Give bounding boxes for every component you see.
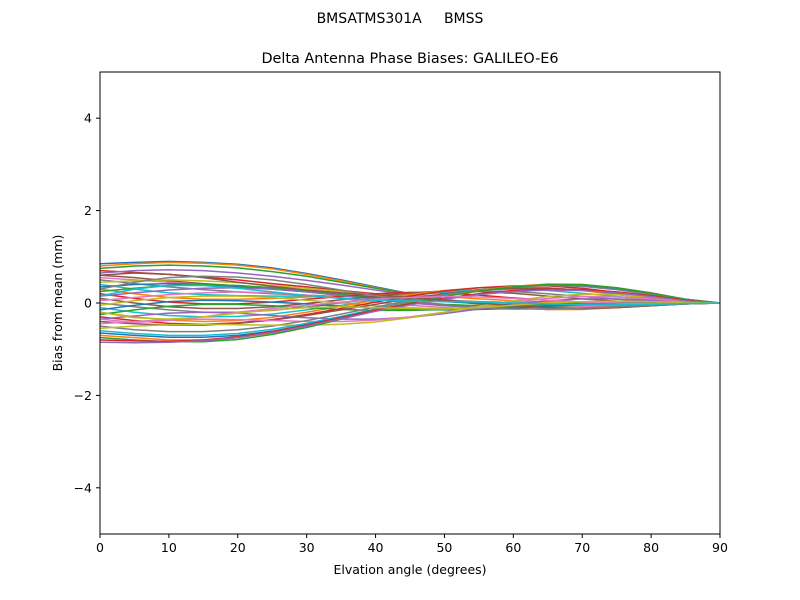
- y-tick-label: 4: [84, 111, 92, 126]
- x-tick-label: 20: [230, 540, 246, 555]
- series-line: [100, 288, 720, 343]
- x-tick-label: 30: [299, 540, 315, 555]
- y-tick-label: −4: [74, 480, 92, 495]
- series-line: [100, 293, 720, 330]
- x-tick-label: 50: [436, 540, 452, 555]
- chart-title: Delta Antenna Phase Biases: GALILEO-E6: [261, 51, 558, 67]
- series-line: [100, 299, 720, 311]
- x-axis-label: Elvation angle (degrees): [333, 562, 486, 577]
- x-tick-label: 90: [712, 540, 728, 555]
- x-tick-label: 10: [161, 540, 177, 555]
- y-tick-label: −2: [74, 388, 92, 403]
- y-tick-label: 2: [84, 203, 92, 218]
- series-layer: [100, 260, 720, 344]
- series-line: [100, 295, 720, 325]
- series-line: [100, 289, 720, 344]
- series-line: [100, 284, 720, 306]
- x-tick-label: 40: [368, 540, 384, 555]
- x-tick-label: 70: [574, 540, 590, 555]
- x-tick-label: 0: [96, 540, 104, 555]
- series-line: [100, 300, 720, 320]
- y-axis-label: Bias from mean (mm): [50, 235, 65, 372]
- series-line: [100, 283, 720, 343]
- y-tick-label: 0: [84, 296, 92, 311]
- x-axis: 0 10 20 30 40 50 60 70 80 90: [96, 534, 728, 555]
- x-tick-label: 80: [643, 540, 659, 555]
- chart-suptitle: BMSATMS301A BMSS: [317, 11, 484, 27]
- x-tick-label: 60: [505, 540, 521, 555]
- y-axis: −4 −2 0 2 4: [74, 111, 100, 495]
